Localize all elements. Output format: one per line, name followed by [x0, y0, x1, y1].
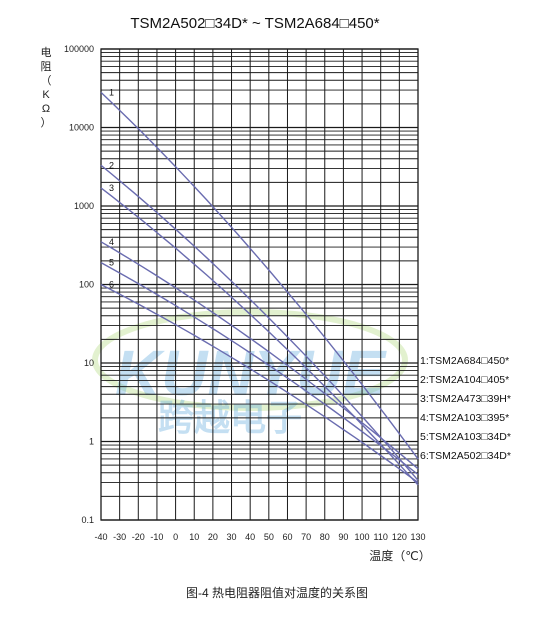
y-axis-label-char: 电: [41, 46, 52, 59]
series-lines: [100, 91, 419, 486]
series-line-5: [100, 261, 419, 476]
y-tick-label: 10: [84, 358, 94, 368]
labels: TSM2A502□34D* ~ TSM2A684□450* 温度（℃） -40-…: [41, 15, 511, 563]
y-tick-label: 100000: [64, 44, 94, 54]
legend-entry: 5:TSM2A103□34D*: [420, 431, 511, 443]
series-line-3: [100, 187, 419, 486]
x-tick-label: 90: [338, 532, 348, 542]
x-tick-label: 20: [208, 532, 218, 542]
x-tick-label: 0: [173, 532, 178, 542]
x-tick-label: 130: [410, 532, 425, 542]
legend-entry: 2:TSM2A104□405*: [420, 374, 509, 386]
series-line-6: [100, 283, 419, 484]
y-axis-label-char: K: [42, 89, 50, 101]
x-tick-label: 30: [227, 532, 237, 542]
y-axis-label-char: Ω: [42, 103, 50, 115]
series-line-1: [100, 91, 419, 460]
x-tick-label: -20: [132, 532, 145, 542]
grid: [100, 48, 419, 521]
x-tick-label: 70: [301, 532, 311, 542]
series-marker-label: 6: [109, 280, 114, 290]
y-tick-label: 1000: [74, 201, 94, 211]
legend-entry: 6:TSM2A502□34D*: [420, 450, 511, 462]
y-tick-label: 100: [79, 280, 94, 290]
y-axis-label-char: ）: [41, 116, 52, 129]
chart-title: TSM2A502□34D* ~ TSM2A684□450*: [130, 15, 379, 32]
y-tick-label: 1: [89, 437, 94, 447]
x-tick-label: 120: [392, 532, 407, 542]
figure-caption: 图-4 热电阻器阻值对温度的关系图: [185, 586, 368, 600]
x-tick-label: 10: [189, 532, 199, 542]
series-marker-label: 2: [109, 160, 114, 170]
x-tick-label: 100: [355, 532, 370, 542]
series-marker-label: 5: [109, 258, 114, 268]
series-marker-label: 1: [109, 87, 114, 97]
x-tick-label: 60: [282, 532, 292, 542]
y-tick-label: 10000: [69, 123, 94, 133]
legend-entry: 1:TSM2A684□450*: [420, 355, 509, 367]
series-marker-label: 3: [109, 183, 114, 193]
x-tick-label: 110: [374, 532, 388, 542]
y-tick-label: 0.1: [81, 515, 94, 525]
x-tick-label: -30: [113, 532, 126, 542]
x-tick-label: -40: [94, 532, 107, 542]
x-tick-label: 40: [245, 532, 255, 542]
x-axis-label: 温度（℃）: [369, 548, 430, 563]
watermark-text: KUNYUE: [115, 337, 388, 409]
y-axis-label-char: （: [41, 74, 52, 87]
series-line-2: [100, 164, 419, 481]
y-axis-label-char: 阻: [41, 60, 52, 73]
series-marker-label: 4: [109, 237, 114, 247]
x-tick-label: -10: [150, 532, 163, 542]
legend-entry: 3:TSM2A473□39H*: [420, 393, 511, 405]
series-line-4: [100, 241, 419, 470]
legend-entry: 4:TSM2A103□395*: [420, 412, 509, 424]
x-tick-label: 80: [320, 532, 330, 542]
x-tick-label: 50: [264, 532, 274, 542]
